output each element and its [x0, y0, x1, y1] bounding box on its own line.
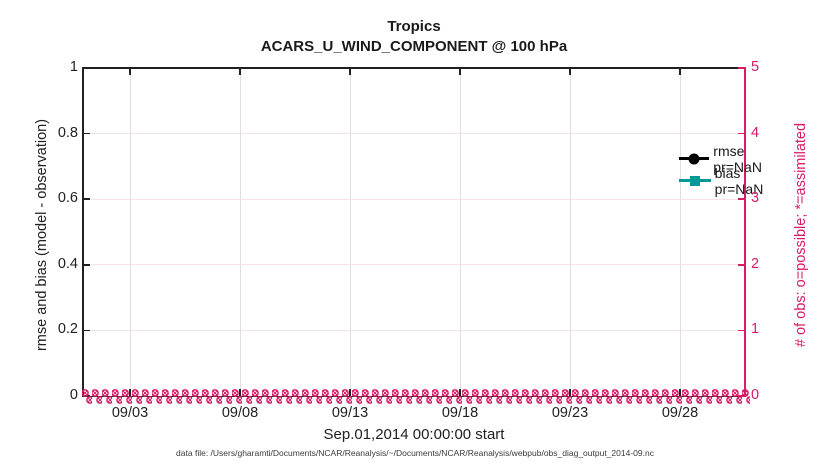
legend: rmse pr=NaN bias pr=NaN — [679, 143, 774, 197]
x-gridline — [569, 68, 571, 396]
y-axis-left-line — [82, 68, 84, 397]
x-tick-label: 09/23 — [551, 405, 589, 421]
y-left-tick-label: 0.8 — [57, 124, 78, 141]
y-left-tick-label: 0 — [69, 387, 78, 403]
y-gridline — [83, 198, 745, 200]
x-top-tick — [459, 68, 461, 75]
rmse-line-sample — [679, 153, 710, 164]
x-gridline — [349, 68, 351, 396]
y-left-tick — [83, 132, 90, 135]
y-right-tick-label: 1 — [751, 321, 760, 338]
y-left-tick-label: 0.6 — [57, 190, 78, 207]
y-gridline — [83, 133, 745, 135]
x-gridline — [129, 68, 131, 396]
x-gridline — [239, 68, 241, 396]
y-left-tick-label: 0.4 — [57, 255, 78, 272]
x-gridline — [679, 68, 681, 396]
y-left-tick — [83, 198, 90, 200]
y-right-tick — [738, 67, 745, 69]
x-tick-label: 09/18 — [441, 405, 479, 421]
plot-box-top-line — [82, 67, 746, 69]
x-tick-label: 09/13 — [331, 405, 369, 421]
chart-title-block: Tropics ACARS_U_WIND_COMPONENT @ 100 hPa — [83, 17, 745, 58]
y-gridline — [83, 264, 745, 266]
obs-count-marker-band — [82, 389, 750, 404]
x-tick-label: 09/08 — [221, 405, 259, 421]
x-top-tick — [569, 68, 571, 75]
y-right-tick-label: 2 — [751, 255, 760, 272]
legend-item-bias: bias pr=NaN — [679, 165, 774, 197]
y-right-tick — [738, 264, 745, 266]
y-axis-left-label: rmse and bias (model - observation) — [34, 118, 50, 352]
x-axis-label: Sep.01,2014 00:00:00 start — [323, 426, 505, 443]
y-right-tick-label: 5 — [751, 59, 760, 75]
legend-item-rmse: rmse pr=NaN — [679, 143, 774, 175]
y-left-tick — [83, 264, 90, 266]
y-left-tick — [83, 329, 90, 332]
y-gridline — [83, 329, 745, 331]
y-axis-right-label: # of obs: o=possible; *=assimilated — [793, 122, 809, 348]
y-right-tick-label: 0 — [751, 387, 760, 403]
data-file-caption: data file: /Users/gharamti/Documents/NCA… — [176, 448, 654, 458]
legend-label-bias: bias pr=NaN — [714, 164, 764, 197]
x-gridline — [459, 68, 461, 396]
x-tick-label: 09/03 — [111, 405, 149, 421]
chart-title-region: Tropics — [387, 18, 441, 35]
y-right-tick — [738, 198, 745, 200]
bias-square-marker-icon — [689, 175, 700, 186]
bias-line-sample — [679, 175, 711, 186]
chart-title-variable: ACARS_U_WIND_COMPONENT @ 100 hPa — [260, 38, 568, 56]
x-tick-label: 09/28 — [661, 405, 699, 421]
y-right-tick — [738, 132, 745, 135]
y-left-tick-label: 0.2 — [57, 321, 78, 338]
y-right-tick-label: 4 — [751, 124, 760, 141]
x-top-tick — [129, 68, 131, 75]
y-right-tick — [738, 329, 745, 332]
x-top-tick — [349, 68, 351, 75]
legend-label-rmse: rmse pr=NaN — [713, 142, 762, 175]
y-left-tick — [83, 67, 90, 69]
y-left-tick-label: 1 — [69, 59, 78, 75]
x-top-tick — [239, 68, 241, 75]
rmse-circle-marker-icon — [688, 153, 700, 164]
plot-area: rmse pr=NaN bias pr=NaN — [82, 67, 763, 397]
obs-markers-pattern — [82, 389, 750, 404]
x-top-tick — [679, 68, 681, 75]
y-right-tick-label: 3 — [751, 190, 760, 207]
y-axis-right-line — [744, 67, 746, 397]
